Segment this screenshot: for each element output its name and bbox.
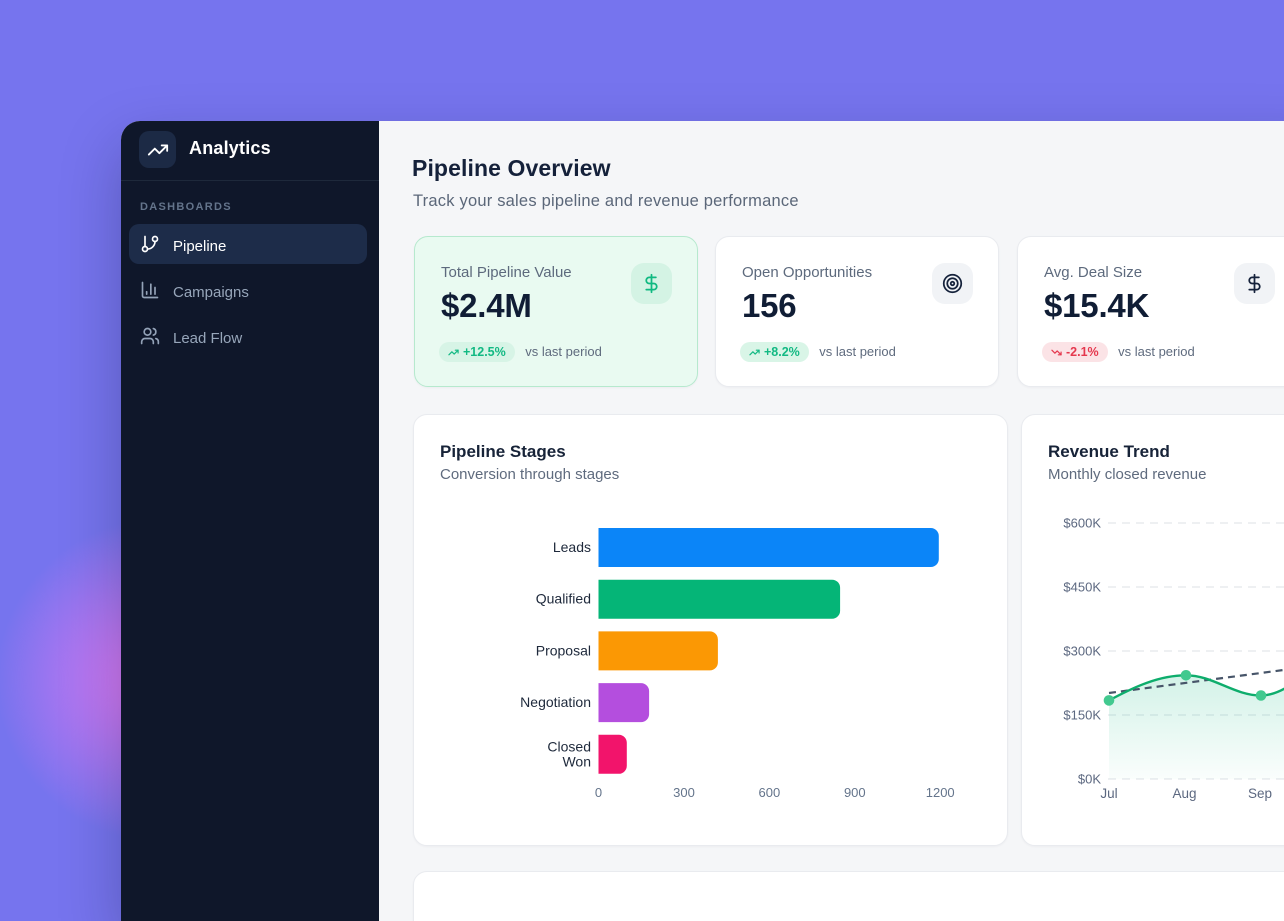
svg-text:Negotiation: Negotiation (520, 694, 591, 710)
svg-text:$150K: $150K (1063, 708, 1101, 723)
svg-text:1200: 1200 (926, 785, 955, 800)
svg-text:Sep: Sep (1248, 786, 1272, 801)
svg-text:Won: Won (562, 754, 591, 770)
svg-text:600: 600 (759, 785, 781, 800)
svg-text:Leads: Leads (553, 539, 591, 555)
svg-text:Jul: Jul (1100, 786, 1117, 801)
svg-text:0: 0 (595, 785, 602, 800)
svg-text:$300K: $300K (1063, 644, 1101, 659)
svg-text:Closed: Closed (547, 739, 591, 755)
svg-text:Qualified: Qualified (536, 591, 591, 607)
svg-text:Aug: Aug (1172, 786, 1196, 801)
svg-text:900: 900 (844, 785, 866, 800)
svg-text:$600K: $600K (1063, 516, 1101, 531)
svg-text:$0K: $0K (1078, 772, 1101, 787)
svg-text:Proposal: Proposal (536, 642, 591, 658)
svg-text:300: 300 (673, 785, 695, 800)
svg-text:$450K: $450K (1063, 580, 1101, 595)
